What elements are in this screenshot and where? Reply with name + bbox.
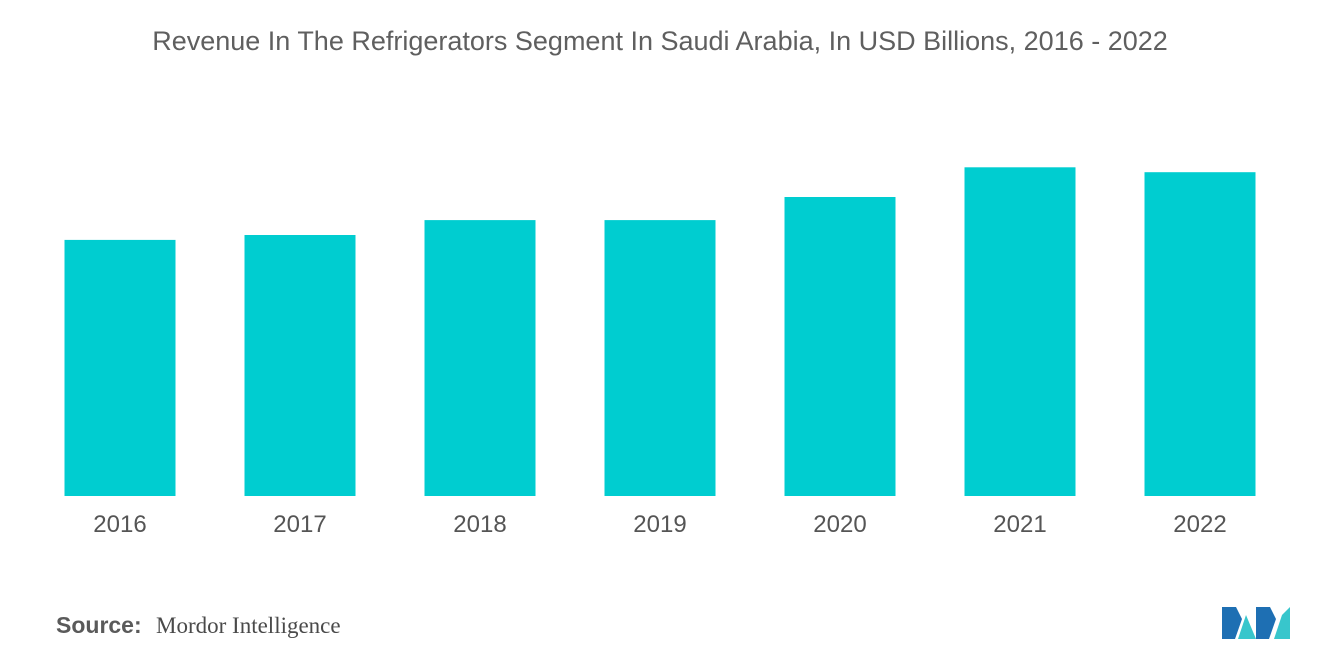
logo-shape-mid-right [1256, 607, 1276, 639]
x-tick-label-2020: 2020 [813, 511, 866, 538]
source-credit: Source: Mordor Intelligence [56, 612, 341, 639]
bar-2018 [424, 220, 536, 496]
bars-layer [64, 167, 1256, 497]
mordor-intelligence-logo-icon [1222, 607, 1290, 639]
x-tick-label-2016: 2016 [93, 511, 146, 538]
source-label: Source: [56, 612, 142, 638]
bar-2017 [244, 235, 356, 496]
x-tick-label-2021: 2021 [993, 511, 1046, 538]
bar-2021 [964, 167, 1076, 497]
x-tick-labels: 2016 2017 2018 2019 2020 2021 2022 [93, 511, 1226, 538]
logo-shape-left [1222, 607, 1242, 639]
bar-2020 [784, 197, 896, 496]
x-tick-label-2018: 2018 [453, 511, 506, 538]
bar-2019 [604, 220, 716, 496]
chart-title: Revenue In The Refrigerators Segment In … [152, 26, 1168, 56]
bar-2016 [64, 239, 176, 496]
source-name: Mordor Intelligence [156, 613, 341, 638]
x-tick-label-2019: 2019 [633, 511, 686, 538]
logo-shape-right [1274, 607, 1290, 639]
logo-shape-mid-left [1238, 615, 1256, 639]
bar-2022 [1144, 172, 1256, 496]
x-tick-label-2017: 2017 [273, 511, 326, 538]
x-tick-label-2022: 2022 [1173, 511, 1226, 538]
